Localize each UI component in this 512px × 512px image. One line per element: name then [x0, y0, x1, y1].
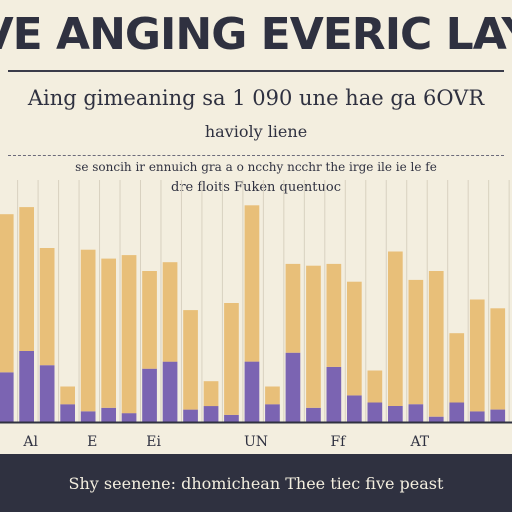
x-tick-label: UN	[244, 434, 268, 450]
headline-title: VE ANGING EVERIC LAY	[0, 8, 512, 60]
bar-segment-series-0-7	[142, 368, 157, 422]
bar-segment-series-0-24	[490, 409, 506, 422]
bar-segment-series-0-17	[347, 395, 362, 422]
bar-segment-series-1-17	[347, 281, 362, 396]
bar-segment-series-1-12	[244, 205, 260, 362]
x-tick-label: Ff	[330, 434, 347, 450]
bar-segment-series-0-23	[469, 411, 485, 422]
x-tick-label: Ei	[146, 434, 161, 450]
bar-segment-series-1-20	[408, 279, 424, 405]
bar-segment-series-0-14	[285, 352, 301, 422]
footer-text: Shy seenene: dhomichean Thee tiec five p…	[68, 473, 444, 493]
bar-segment-series-1-4	[80, 249, 96, 412]
bar-segment-series-0-19	[388, 406, 403, 422]
bar-segment-series-1-1	[19, 207, 34, 351]
footer-banner: Shy seenene: dhomichean Thee tiec five p…	[0, 454, 512, 512]
dashed-divider	[8, 155, 504, 156]
bar-segment-series-0-21	[428, 416, 444, 422]
bar-segment-series-0-11	[224, 414, 239, 422]
bar-segment-series-1-18	[367, 370, 383, 403]
bar-segment-series-1-15	[306, 265, 321, 408]
bar-segment-series-0-13	[265, 404, 280, 422]
x-tick-label: E	[87, 434, 97, 450]
bar-segment-series-1-10	[203, 381, 219, 407]
bar-segment-series-1-9	[183, 310, 198, 410]
bar-segment-series-1-21	[428, 271, 444, 417]
bar-segment-series-0-22	[449, 402, 465, 422]
bar-segment-series-0-4	[80, 411, 96, 422]
bar-segment-series-0-8	[162, 361, 178, 422]
legend-text: se soncih ir ennuich gra a o ncchy ncchr…	[75, 160, 437, 174]
bar-segment-series-0-9	[183, 409, 198, 422]
bar-segment-series-0-18	[367, 402, 383, 422]
chart-subtitle: Aing gimeaning sa 1 090 une hae ga 6OVR	[27, 86, 485, 110]
bar-segment-series-1-2	[39, 248, 55, 366]
bar-segment-series-0-16	[326, 366, 342, 422]
bar-segment-series-0-5	[101, 407, 116, 422]
title-frame	[8, 70, 504, 152]
bar-segment-series-0-3	[60, 404, 75, 422]
bar-segment-series-0-12	[244, 361, 260, 422]
bar-segment-series-1-23	[469, 299, 485, 412]
bar-segment-series-1-3	[60, 386, 75, 405]
bar-segment-series-1-16	[326, 263, 342, 367]
bar-segment-series-0-1	[19, 351, 34, 422]
bar-segment-series-1-11	[224, 303, 239, 415]
bar-segment-series-1-0	[0, 214, 14, 373]
bar-segment-series-1-13	[265, 386, 280, 405]
bar-segment-series-0-6	[121, 413, 137, 422]
bar-segment-series-0-0	[0, 372, 14, 422]
chart-subsubtitle: havioly liene	[204, 122, 308, 141]
bar-segment-series-1-14	[285, 263, 301, 353]
bar-segment-series-1-19	[388, 251, 403, 406]
x-tick-label: AT	[409, 434, 429, 450]
bar-segment-series-0-2	[39, 365, 55, 422]
bar-segment-series-1-8	[162, 262, 178, 362]
bar-segment-series-1-7	[142, 271, 157, 369]
bar-segment-series-1-24	[490, 308, 506, 410]
bar-segment-series-0-20	[408, 404, 424, 422]
bar-segment-series-1-6	[121, 255, 137, 414]
legend-text-secondary: dre floits Fuken quentuoc	[171, 180, 341, 195]
bar-segment-series-0-15	[306, 407, 321, 422]
bar-segment-series-0-10	[203, 406, 219, 422]
x-tick-label: Al	[22, 434, 38, 450]
bar-segment-series-1-22	[449, 333, 465, 403]
bar-segment-series-1-5	[101, 258, 116, 408]
